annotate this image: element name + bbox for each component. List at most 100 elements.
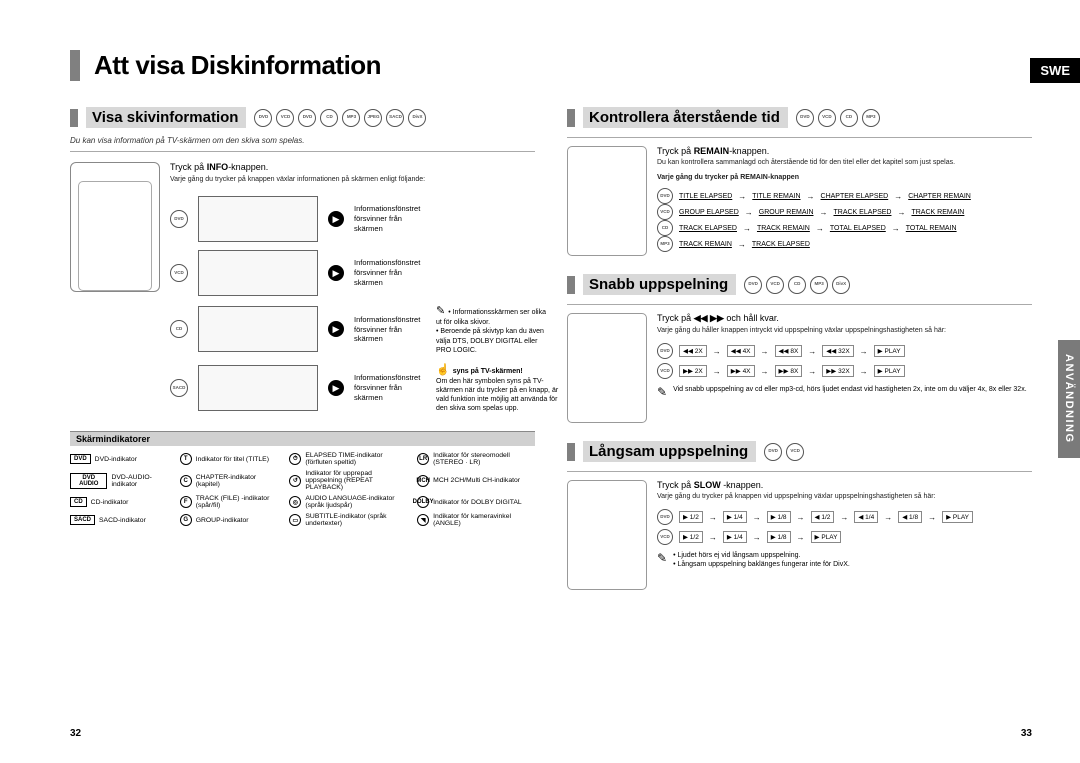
screen-placeholder [198, 365, 318, 411]
screen-placeholder [198, 250, 318, 296]
step-remain-sub: Du kan kontrollera sammanlagd och återst… [657, 158, 1032, 167]
speed-row: VCD▶▶ 2X→▶▶ 4X→▶▶ 8X→▶▶ 32X→▶ PLAY [657, 363, 1032, 379]
disc-icon: VCD [786, 443, 804, 461]
remote-illustration [567, 480, 647, 590]
remain-row: VCDGROUP ELAPSED→GROUP REMAIN→TRACK ELAP… [657, 204, 1032, 220]
indicator-icon: DVD [70, 454, 91, 464]
remain-row: MP3TRACK REMAIN→TRACK ELAPSED [657, 236, 1032, 252]
right-column: Kontrollera återstående tid DVDVCDCDMP3 … [567, 107, 1032, 598]
page-number-left: 32 [70, 728, 81, 739]
remain-row: DVDTITLE ELAPSED→TITLE REMAIN→CHAPTER EL… [657, 188, 1032, 204]
step-fast-sub: Varje gång du håller knappen intryckt vi… [657, 326, 1032, 335]
indicator-icon: ⏱ [289, 453, 301, 465]
indicators-header: Skärmindikatorer [70, 431, 535, 446]
indicator-item: DOLBYIndikator för DOLBY DIGITAL [417, 495, 535, 509]
section-bar-icon [567, 109, 575, 127]
indicator-item: ↺Indikator för upprepad uppspelning (REP… [289, 470, 407, 491]
pencil-icon: ✎ [657, 551, 667, 569]
disc-icons-row: DVDVCDCDMP3DivX [744, 276, 850, 294]
disc-icon: CD [788, 276, 806, 294]
indicator-grid: DVDDVD-indikator TIndikator för titel (TI… [70, 452, 535, 527]
slow-row: DVD▶ 1/2→▶ 1/4→▶ 1/8→◀ 1/2→◀ 1/4→◀ 1/8→▶… [657, 509, 1032, 525]
disc-icon: VCD [276, 109, 294, 127]
pencil-icon: ✎ [657, 385, 667, 401]
disc-icon: MP3 [862, 109, 880, 127]
hand-icon: ☝ [436, 364, 450, 376]
disc-icon: DivX [832, 276, 850, 294]
arrow-icon: ▶ [328, 380, 344, 396]
disc-icon: CD [840, 109, 858, 127]
left-column: Visa skivinformation DVDVCDDVDCDMP3JPEGS… [70, 107, 535, 598]
info-disappears-label: Informationsfönstret försvinner från skä… [354, 204, 426, 233]
disc-icon: CD [320, 109, 338, 127]
disc-icons-row: DVDVCDDVDCDMP3JPEGSACDDivX [254, 109, 426, 127]
fast-note: ✎ Vid snabb uppspelning av cd eller mp3-… [657, 385, 1032, 401]
disc-icon: DivX [408, 109, 426, 127]
section-bar-icon [70, 109, 78, 127]
indicator-item: MCHMCH 2CH/Multi CH-indikator [417, 470, 535, 491]
disc-icon: VCD [818, 109, 836, 127]
indicator-icon: DVD AUDIO [70, 473, 107, 489]
indicator-item: GGROUP-indikator [180, 513, 280, 527]
indicator-icon: G [180, 514, 192, 526]
disc-icon: DVD [254, 109, 272, 127]
indicator-item: CDCD-indikator [70, 495, 170, 509]
indicator-item: DVD AUDIODVD-AUDIO-indikator [70, 470, 170, 491]
arrow-icon: ▶ [328, 321, 344, 337]
indicator-item: ◥Indikator för kameravinkel (ANGLE) [417, 513, 535, 527]
indicator-item: ▭SUBTITLE-indikator (språk undertexter) [289, 513, 407, 527]
step-info: Tryck på INFO-knappen. [170, 162, 566, 172]
arrow-icon: ▶ [328, 211, 344, 227]
section-bar-icon [567, 276, 575, 294]
indicator-icon: C [180, 475, 192, 487]
language-tag: SWE [1030, 58, 1080, 83]
arrow-icon: ▶ [328, 265, 344, 281]
indicator-item: FTRACK (FILE) -indikator (spår/fil) [180, 495, 280, 509]
indicator-icon: SACD [70, 515, 95, 525]
disc-icon: DVD [796, 109, 814, 127]
screen-placeholder [198, 196, 318, 242]
info-disappears-label: Informationsfönstret försvinner från skä… [354, 315, 426, 344]
section-title-visa: Visa skivinformation [86, 107, 246, 128]
step-slow: Tryck på SLOW -knappen. [657, 480, 1032, 490]
remote-illustration [567, 313, 647, 423]
indicator-icon: MCH [417, 475, 429, 487]
indicator-icon: ↺ [289, 475, 301, 487]
intro-note: Du kan visa information på TV-skärmen om… [70, 134, 535, 152]
side-tab: ANVÄNDNING [1058, 340, 1080, 458]
indicator-icon: T [180, 453, 192, 465]
disc-icon: VCD [766, 276, 784, 294]
speed-row: DVD◀◀ 2X→◀◀ 4X→◀◀ 8X→◀◀ 32X→▶ PLAY [657, 343, 1032, 359]
indicator-icon: ◥ [417, 514, 429, 526]
disc-icon: SACD [386, 109, 404, 127]
info-disappears-label: Informationsfönstret försvinner från skä… [354, 373, 426, 402]
disc-icon: DVD [744, 276, 762, 294]
indicator-icon: ▭ [289, 514, 301, 526]
remain-row: CDTRACK ELAPSED→TRACK REMAIN→TOTAL ELAPS… [657, 220, 1032, 236]
page-title: Att visa Diskinformation [70, 50, 1032, 81]
indicator-icon: DOLBY [417, 496, 429, 508]
indicator-icon: CD [70, 497, 87, 507]
disc-stack: VCD [170, 264, 188, 282]
slow-row: VCD▶ 1/2→▶ 1/4→▶ 1/8→▶ PLAY [657, 529, 1032, 545]
remote-illustration [567, 146, 647, 256]
indicator-item: ◎AUDIO LANGUAGE-indikator (språk ljudspå… [289, 495, 407, 509]
indicator-item: TIndikator för titel (TITLE) [180, 452, 280, 466]
disc-icons-row: DVDVCDCDMP3 [796, 109, 880, 127]
disc-stack: CD [170, 320, 188, 338]
indicator-item: DVDDVD-indikator [70, 452, 170, 466]
page-number-right: 33 [1021, 728, 1032, 739]
section-title-fast: Snabb uppspelning [583, 274, 736, 295]
indicator-item: LRIndikator för stereomodell (STEREO · L… [417, 452, 535, 466]
section-bar-icon [567, 443, 575, 461]
section-title-slow: Långsam uppspelning [583, 441, 756, 462]
indicator-item: CCHAPTER-indikator (kapitel) [180, 470, 280, 491]
pencil-icon: ✎ [436, 305, 445, 317]
step-fast: Tryck på ◀◀ ▶▶ och håll kvar. [657, 313, 1032, 324]
screen-placeholder [198, 306, 318, 352]
section-title-remain: Kontrollera återstående tid [583, 107, 788, 128]
remote-illustration [70, 162, 160, 292]
disc-stack: DVD [170, 210, 188, 228]
step-slow-sub: Varje gång du trycker på knappen vid upp… [657, 492, 1032, 501]
disc-icon: MP3 [810, 276, 828, 294]
